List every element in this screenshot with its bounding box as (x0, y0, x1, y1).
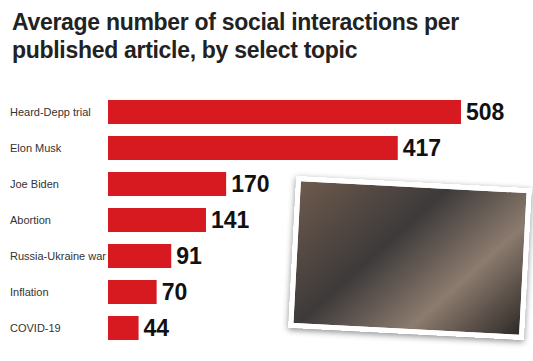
svg-text:417: 417 (403, 135, 441, 161)
svg-text:508: 508 (466, 99, 505, 125)
svg-text:Russia-Ukraine war: Russia-Ukraine war (10, 250, 106, 262)
svg-text:141: 141 (211, 207, 250, 233)
svg-text:COVID-19: COVID-19 (10, 322, 61, 334)
html-text:Average number of social inter: Average number of social interactions pe… (12, 9, 459, 63)
svg-text:170: 170 (231, 171, 269, 197)
svg-text:Inflation: Inflation (10, 286, 49, 298)
svg-text:44: 44 (144, 315, 170, 341)
svg-text:Joe Biden: Joe Biden (10, 178, 59, 190)
svg-text:Abortion: Abortion (10, 214, 51, 226)
svg-text:70: 70 (162, 279, 188, 305)
svg-text:91: 91 (176, 243, 202, 269)
svg-text:Heard-Depp trial: Heard-Depp trial (10, 106, 91, 118)
svg-text:Elon Musk: Elon Musk (10, 142, 62, 154)
